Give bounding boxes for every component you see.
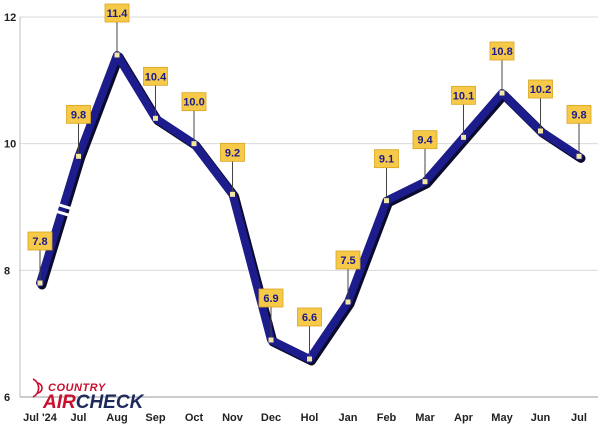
x-tick-label: May (491, 412, 513, 424)
point-marker (576, 153, 582, 159)
data-label: 9.2 (225, 147, 240, 159)
data-label-box (412, 130, 438, 150)
data-label-box (528, 79, 553, 99)
country-aircheck-logo: COUNTRY AIRCHECK (32, 378, 145, 413)
data-label-box (143, 66, 168, 86)
data-label-box (566, 104, 592, 124)
data-label-box (66, 104, 91, 124)
data-label-box (27, 231, 53, 251)
x-tick-label: Apr (454, 412, 474, 424)
x-tick-label: Hol (301, 412, 319, 424)
data-label-box (104, 3, 130, 23)
x-tick-label: Jul (571, 412, 587, 424)
data-label: 10.1 (453, 90, 474, 102)
data-label: 6.9 (263, 293, 278, 305)
data-label: 9.4 (417, 135, 433, 147)
point-marker (191, 141, 197, 147)
data-label-box (489, 41, 515, 61)
data-label: 9.1 (379, 154, 394, 166)
y-tick-label: 12 (4, 12, 16, 24)
axis-break-mark (50, 208, 73, 218)
axis-break-mark (52, 201, 75, 211)
point-marker (114, 52, 120, 58)
point-marker (37, 280, 43, 286)
x-tick-label: Sep (145, 412, 165, 424)
x-tick-label: Jan (339, 412, 358, 424)
signal-waves-icon (32, 378, 43, 398)
data-label-box (374, 149, 399, 169)
data-label: 10.4 (145, 71, 167, 83)
point-marker (538, 128, 543, 134)
x-tick-label: Feb (377, 412, 397, 424)
y-tick-label: 6 (4, 392, 10, 404)
x-tick-label: Dec (261, 412, 281, 424)
x-tick-label: Aug (106, 412, 127, 424)
data-label-box (451, 85, 476, 105)
logo-part-navy: CHECK (76, 392, 145, 413)
x-tick-label: Jul (71, 412, 87, 424)
point-marker (307, 356, 312, 362)
data-label: 7.5 (340, 255, 355, 267)
point-marker (461, 134, 466, 140)
logo-part-red: AIR (42, 392, 76, 413)
data-label-box (335, 250, 361, 270)
data-label-box (297, 307, 322, 327)
point-marker (422, 179, 428, 185)
data-label: 11.4 (107, 8, 129, 20)
logo-wordmark: AIRCHECK (42, 392, 145, 413)
point-markers (37, 52, 582, 362)
data-labels: 7.8 9.8 11.4 10.4 10.0 9.2 6.9 6.6 7.5 9.1 9.4 10.1… (27, 3, 592, 327)
y-tick-label: 8 (4, 265, 10, 277)
logo-line1: COUNTRY (48, 382, 107, 394)
x-tick-label: Jun (531, 412, 551, 424)
data-label-box (220, 142, 245, 162)
data-label-box (258, 288, 284, 308)
data-label: 10.8 (491, 46, 512, 58)
data-label: 6.6 (302, 312, 317, 324)
data-label: 7.8 (32, 236, 47, 248)
data-label: 10.2 (530, 84, 551, 96)
point-marker (76, 153, 81, 159)
x-axis-ticks: Jul '24 Jul Aug Sep Oct Nov Dec Hol Jan Feb Mar Apr… (23, 412, 587, 424)
data-label-box (181, 92, 207, 112)
data-label: 9.8 (71, 109, 86, 121)
x-tick-label: Nov (222, 412, 244, 424)
label-leaders (39, 22, 580, 359)
point-marker (230, 191, 235, 197)
point-marker (499, 90, 505, 96)
x-tick-label: Mar (415, 412, 435, 424)
y-axis-ticks: 6 8 10 12 (4, 12, 16, 404)
x-tick-label: Oct (185, 412, 204, 424)
data-label: 10.0 (183, 97, 204, 109)
point-marker (345, 299, 351, 305)
point-marker (268, 337, 274, 343)
point-marker (384, 198, 389, 204)
y-tick-label: 10 (4, 139, 16, 151)
data-label: 9.8 (571, 109, 586, 121)
point-marker (153, 115, 158, 121)
x-tick-label: Jul '24 (23, 412, 58, 424)
